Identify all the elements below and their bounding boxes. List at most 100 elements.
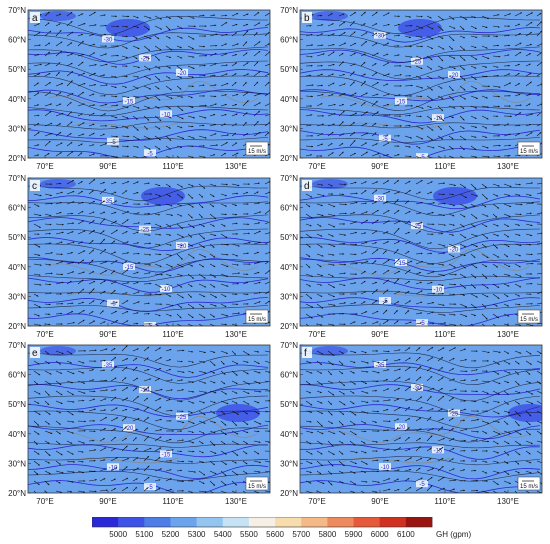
wind-vector-head [246, 30, 249, 33]
wind-vector-head [474, 27, 477, 29]
wind-vector-head [464, 196, 467, 199]
wind-vector-head [397, 228, 400, 230]
wind-vector-head [507, 245, 510, 247]
wind-vector-head [509, 133, 511, 136]
wind-vector-head [124, 377, 127, 380]
wind-vector-head [247, 252, 249, 255]
wind-vector-head [172, 430, 174, 432]
wind-vector-head [352, 81, 355, 84]
wind-vector-head [420, 221, 423, 224]
wind-vector-head [410, 260, 413, 263]
wind-vector-head [104, 33, 107, 36]
wind-vector-head [476, 194, 478, 197]
wind-vector-head [136, 348, 139, 351]
wind-vector-head [419, 417, 421, 420]
wind-vector-head [386, 83, 389, 86]
wind-vector-head [103, 359, 106, 362]
wind-vector-head [365, 92, 368, 95]
lat-label: 30°N [8, 459, 26, 468]
wind-vector-head [181, 379, 183, 381]
wind-vector-head [519, 352, 522, 354]
wind-vector-head [342, 293, 345, 295]
wind-vector-head [309, 391, 311, 394]
wind-vector-head [71, 151, 74, 154]
wind-vector-head [342, 193, 345, 196]
wind-vector-head [397, 478, 399, 481]
wind-vector-head [475, 235, 478, 237]
wind-vector [492, 490, 498, 493]
wind-vector-head [343, 73, 345, 76]
wind-vector-head [61, 261, 64, 263]
wind-vector-head [420, 15, 423, 18]
wind-vector-head [117, 25, 119, 28]
wind-vector-head [453, 204, 456, 207]
wind-vector-head [259, 461, 261, 464]
wind-vector-head [204, 490, 207, 493]
lon-label: 110°E [162, 330, 183, 339]
wind-vector-head [397, 278, 400, 281]
wind-vector-head [310, 371, 313, 374]
wind-vector-head [531, 113, 533, 116]
wind-vector-head [452, 438, 455, 440]
wind-vector-head [332, 324, 335, 326]
wind-vector-head [94, 84, 96, 86]
wind-vector-head [73, 460, 75, 463]
wind-vector-head [341, 363, 344, 365]
wind-vector-head [452, 358, 455, 360]
wind-vector-head [125, 65, 128, 68]
wind-vector-head [430, 138, 433, 141]
wind-vector-head [411, 105, 413, 107]
wind-vector-head [487, 106, 489, 108]
wind-vector-head [134, 437, 137, 440]
wind-vector-head [194, 471, 196, 473]
wind-vector-head [245, 472, 248, 474]
wind-vector-head [353, 31, 356, 34]
wind-vector-head [214, 123, 217, 126]
wind-vector-head [355, 262, 358, 265]
wind-vector-head [310, 462, 313, 464]
wind-vector-head [136, 271, 139, 274]
wind-vector-head [214, 133, 217, 135]
wind-vector-head [387, 142, 390, 145]
wind-vector-head [169, 17, 171, 19]
wind-vector-head [441, 232, 444, 235]
lon-label: 110°E [434, 497, 455, 506]
wind-vector-head [331, 193, 334, 195]
wind-vector-head [81, 211, 84, 213]
wind-vector-head [418, 356, 421, 359]
wind-vector-head [213, 74, 216, 77]
wind-vector-head [246, 303, 249, 305]
wind-vector-head [192, 256, 195, 259]
wind-vector-head [319, 225, 322, 227]
wind-vector-head [376, 82, 379, 84]
wind-vector-head [519, 33, 521, 35]
wind-vector-head [192, 450, 195, 453]
colorbar-swatch [118, 517, 145, 527]
colorbar-tick: 5100 [135, 530, 153, 539]
wind-vector-head [201, 195, 204, 198]
wind-vector-head [330, 403, 332, 405]
wind-vector-head [475, 350, 478, 352]
wind-vector-head [310, 216, 313, 219]
wind-vector-head [497, 372, 500, 375]
wind-vector-head [72, 241, 75, 244]
wind-vector-head [213, 14, 216, 17]
wind-vector-head [497, 286, 500, 288]
contour-label: -30 [141, 388, 150, 394]
wind-vector-head [485, 26, 488, 29]
wind-vector-head [498, 124, 500, 126]
wind-vector-head [126, 358, 128, 360]
wind-vector-head [309, 236, 312, 239]
wind-vector-head [181, 117, 184, 120]
wind-vector-head [50, 103, 52, 106]
streamline [28, 274, 269, 282]
panel-frame [299, 9, 543, 159]
wind-vector-head [386, 378, 388, 381]
wind-vector-head [127, 282, 130, 284]
wind-vector-head [256, 191, 259, 194]
wind-vector-head [48, 303, 51, 306]
wind-vector-head [149, 87, 151, 90]
wind-vector-head [465, 305, 467, 308]
wind-vector-head [235, 113, 238, 116]
wind-vector-head [486, 146, 489, 149]
